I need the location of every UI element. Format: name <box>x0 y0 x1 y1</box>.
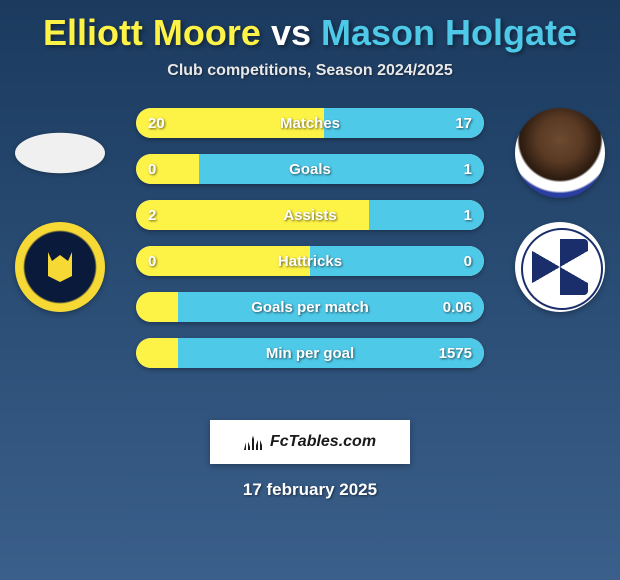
player1-avatar <box>15 133 105 174</box>
stat-label: Goals per match <box>136 292 484 322</box>
comparison-title: Elliott Moore vs Mason Holgate <box>0 0 620 54</box>
date-text: 17 february 2025 <box>0 480 620 500</box>
right-column <box>510 108 610 312</box>
left-column <box>10 108 110 312</box>
player2-avatar <box>515 108 605 198</box>
stat-bar: 01Goals <box>136 154 484 184</box>
stat-label: Assists <box>136 200 484 230</box>
player2-name: Mason Holgate <box>321 12 577 53</box>
subtitle: Club competitions, Season 2024/2025 <box>0 62 620 80</box>
stat-bar: 2017Matches <box>136 108 484 138</box>
content-area: 2017Matches 01Goals 21Assists 00Hattricks 0.… <box>0 108 620 398</box>
stat-bar: 0.06Goals per match <box>136 292 484 322</box>
brand-box: FcTables.com <box>210 420 410 464</box>
stat-label: Matches <box>136 108 484 138</box>
player1-club-badge <box>15 222 105 312</box>
stat-label: Goals <box>136 154 484 184</box>
stat-label: Hattricks <box>136 246 484 276</box>
vs-text: vs <box>271 12 311 53</box>
stat-bar: 1575Min per goal <box>136 338 484 368</box>
stat-bar: 21Assists <box>136 200 484 230</box>
player2-club-badge <box>515 222 605 312</box>
brand-text: FcTables.com <box>270 433 376 451</box>
stat-bar: 00Hattricks <box>136 246 484 276</box>
brand-icon <box>244 434 264 450</box>
player1-name: Elliott Moore <box>43 12 261 53</box>
stat-bars: 2017Matches 01Goals 21Assists 00Hattricks 0.… <box>136 108 484 368</box>
stat-label: Min per goal <box>136 338 484 368</box>
